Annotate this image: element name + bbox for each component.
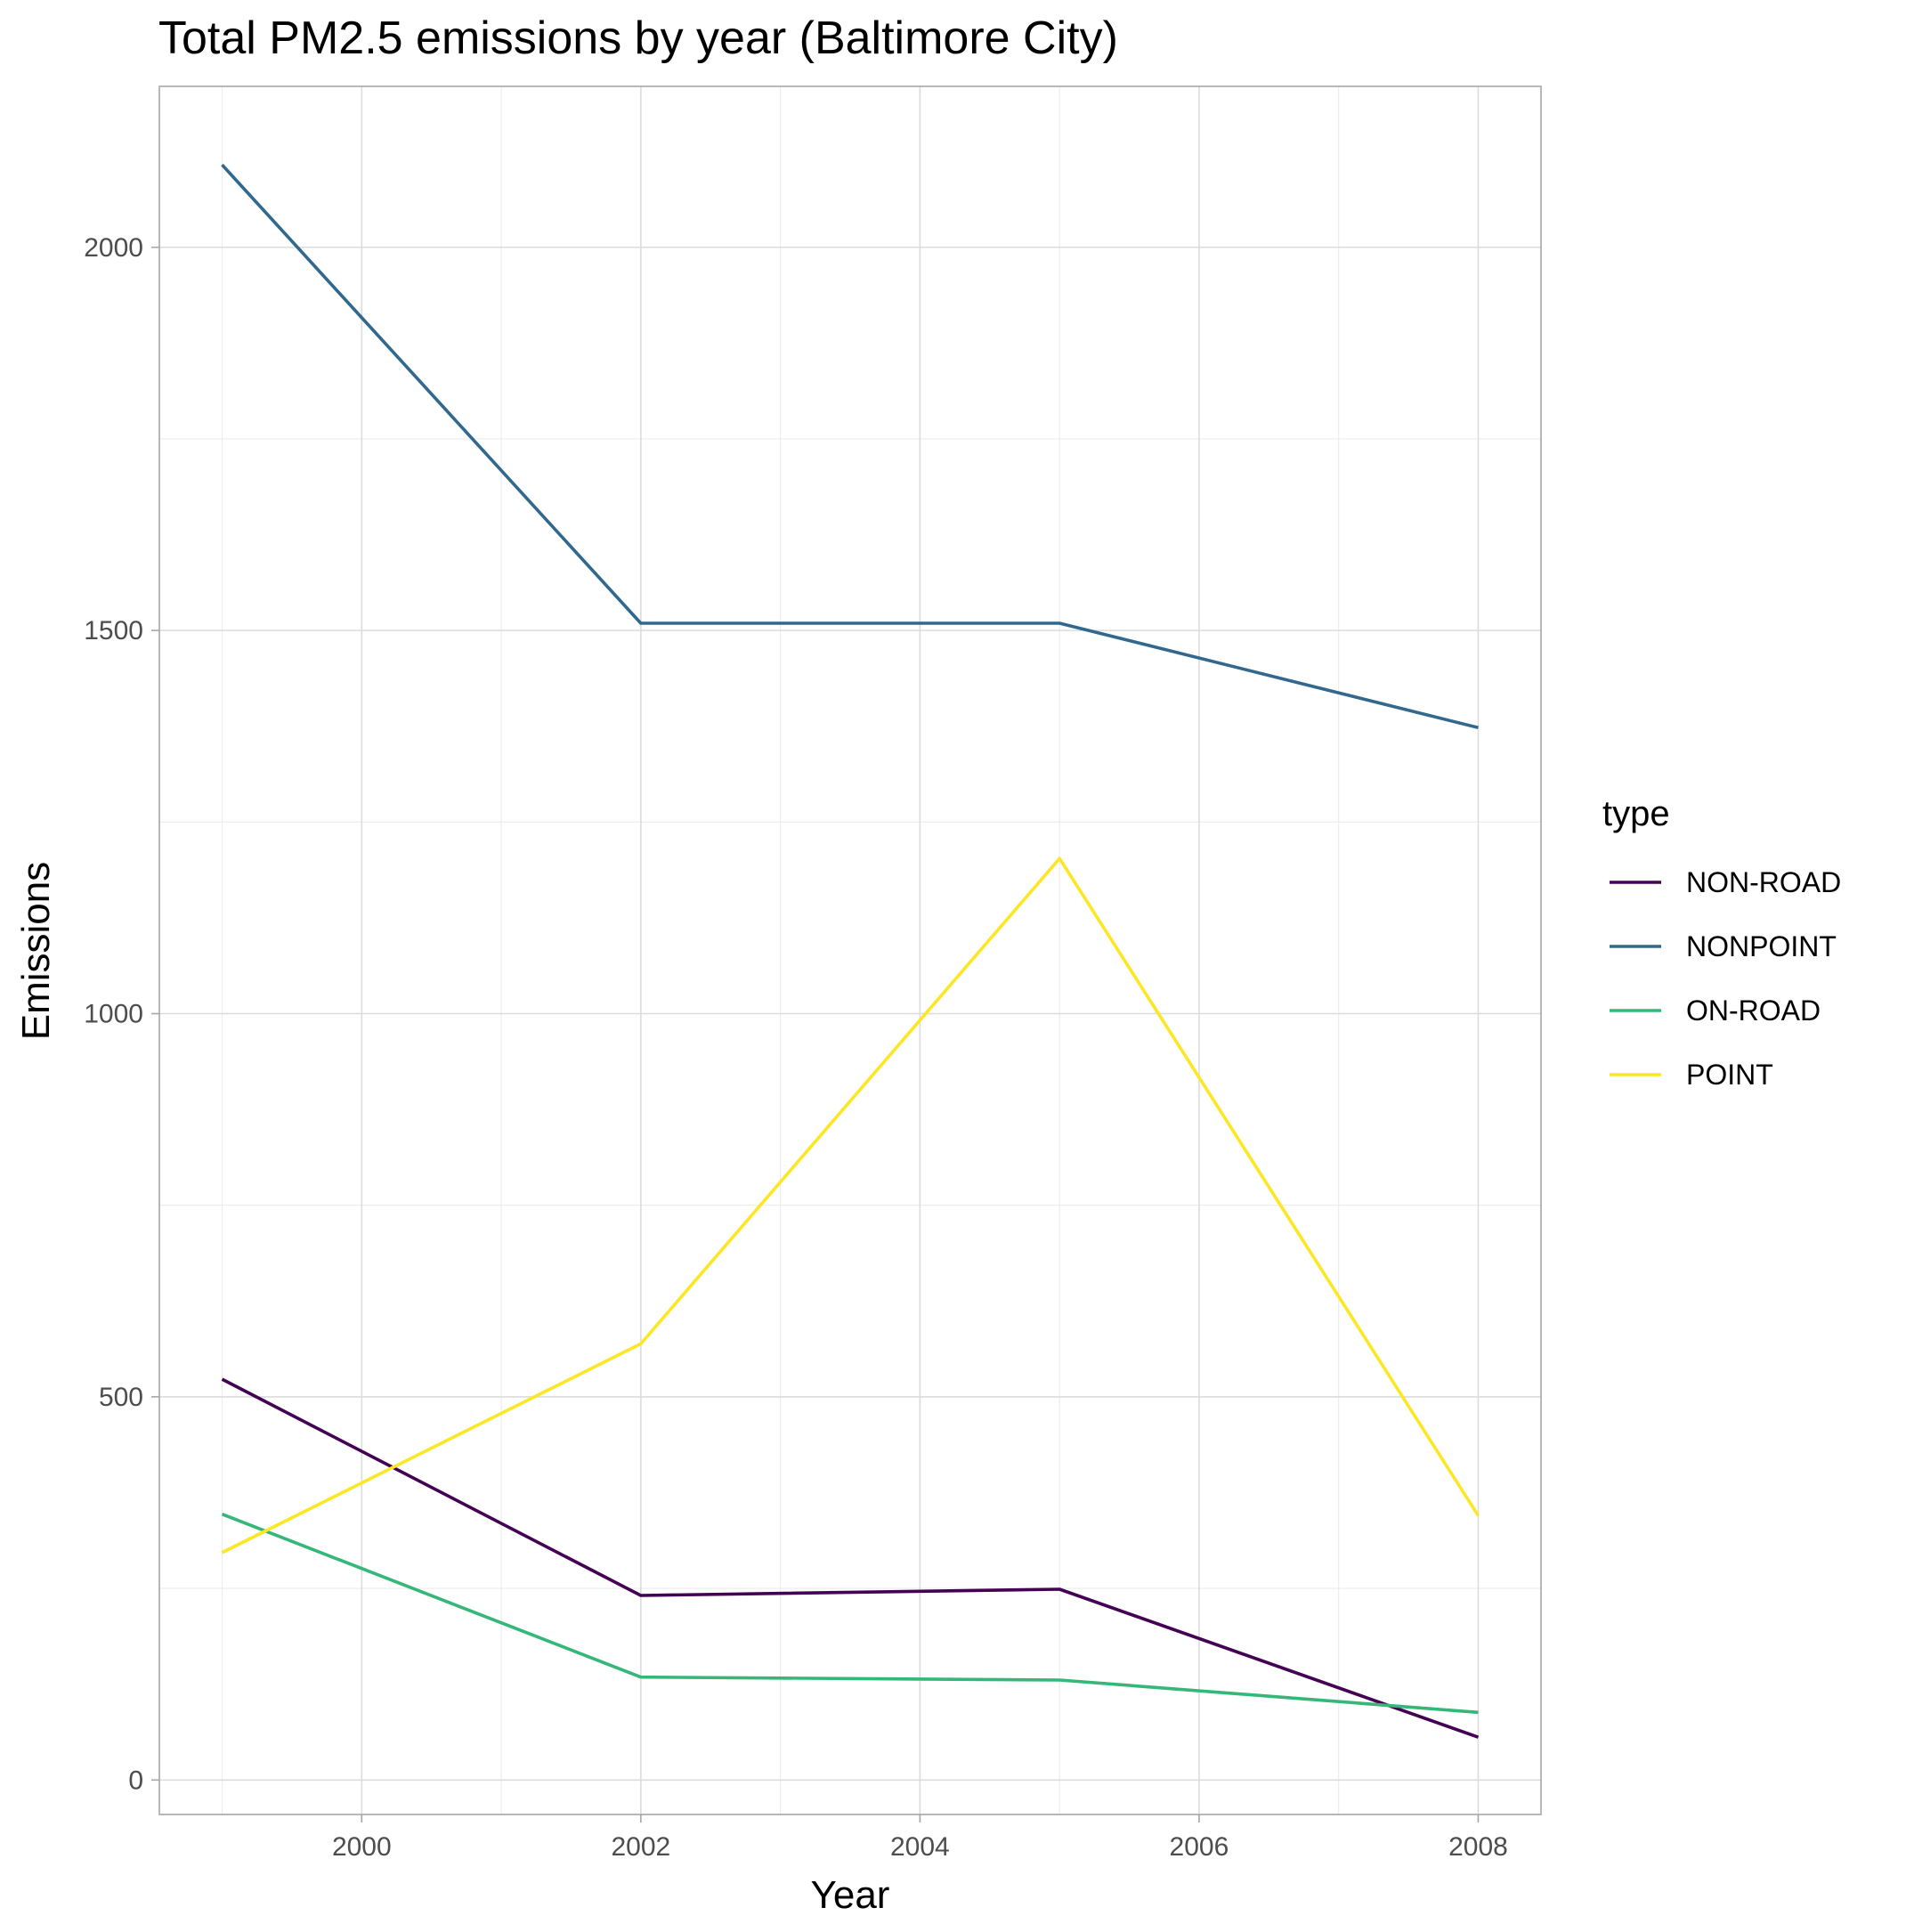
series-line-on-road — [221, 1513, 1479, 1715]
x-tick-label: 2008 — [1448, 1832, 1508, 1862]
x-tick-label: 2006 — [1170, 1832, 1229, 1862]
series-line-nonpoint — [221, 163, 1479, 730]
grid — [159, 86, 1541, 1814]
legend-label-point: POINT — [1686, 1059, 1773, 1091]
legend-item-on-road: ON-ROAD — [1610, 994, 1821, 1027]
x-tick-label: 2000 — [332, 1832, 392, 1862]
series-line-non-road — [221, 1377, 1480, 1739]
legend-item-nonpoint: NONPOINT — [1610, 930, 1837, 962]
x-tick-label: 2002 — [611, 1832, 670, 1862]
y-tick-label: 1000 — [84, 1000, 143, 1029]
y-tick-label: 500 — [99, 1383, 143, 1412]
series-line-point — [221, 856, 1480, 1555]
series-lines — [221, 163, 1480, 1739]
y-tick-label: 2000 — [84, 233, 143, 263]
legend-label-on-road: ON-ROAD — [1686, 994, 1821, 1027]
legend-label-non-road: NON-ROAD — [1686, 866, 1841, 898]
y-axis-title: Emissions — [14, 862, 58, 1041]
legend-items: NON-ROAD NONPOINT ON-ROAD POINT — [1610, 866, 1841, 1091]
legend-title: type — [1602, 794, 1670, 833]
chart-title: Total PM2.5 emissions by year (Baltimore… — [158, 12, 1118, 64]
legend: type NON-ROAD NONPOINT ON-ROAD POINT — [1602, 794, 1841, 1091]
y-tick-label: 0 — [128, 1766, 143, 1795]
plot-panel-border — [158, 85, 1542, 1815]
legend-item-point: POINT — [1610, 1059, 1773, 1091]
x-axis-title: Year — [811, 1873, 890, 1917]
x-tick-label: 2004 — [890, 1832, 950, 1862]
legend-item-non-road: NON-ROAD — [1610, 866, 1841, 898]
legend-label-nonpoint: NONPOINT — [1686, 930, 1837, 962]
y-tick-label: 1500 — [84, 616, 143, 645]
axes: 0 500 1000 1500 2000 2000 2002 2004 2006 2008 — [84, 233, 1508, 1862]
